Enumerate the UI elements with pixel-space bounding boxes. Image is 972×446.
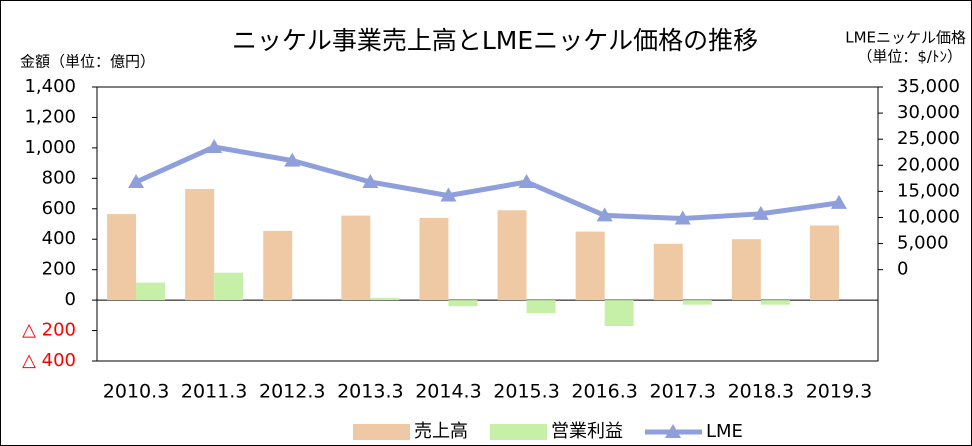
bar [136, 282, 166, 301]
bar [214, 272, 244, 301]
bar [682, 300, 712, 305]
bar [448, 300, 478, 307]
y2-tick-label: 35,000 [897, 76, 960, 97]
y2-axis-title: LMEニッケル価格 [845, 29, 966, 47]
y-tick-label: 1,000 [24, 137, 76, 158]
y2-tick-label: 20,000 [897, 154, 960, 175]
chart-title: ニッケル事業売上高とLMEニッケル価格の推移 [232, 26, 758, 55]
x-tick-label: 2012.3 [259, 381, 325, 403]
x-tick-label: 2011.3 [181, 381, 247, 403]
plot-area [96, 86, 879, 362]
bar [497, 210, 527, 301]
y2-axis-title: （単位：$/ﾄﾝ） [857, 48, 962, 66]
y-tick-label: 400 [42, 228, 76, 249]
line-marker [128, 173, 145, 188]
legend-swatch [490, 424, 547, 440]
y-tick-label: △ 200 [22, 320, 76, 341]
line-marker [206, 139, 223, 154]
bar [809, 225, 839, 301]
line-marker [665, 424, 681, 438]
line-marker [362, 173, 379, 188]
line-marker [518, 173, 535, 188]
y2-tick-label: 15,000 [897, 180, 960, 201]
y-tick-label: 800 [42, 167, 76, 188]
line-marker [830, 194, 847, 209]
y2-tick-label: 5,000 [897, 233, 949, 254]
legend-label: 売上高 [414, 421, 468, 442]
y-tick-label: 200 [42, 259, 76, 280]
legend-label: LME [706, 421, 743, 442]
bar [341, 215, 371, 301]
bar [107, 214, 137, 301]
line-marker [284, 152, 301, 167]
legend-swatch [353, 424, 410, 440]
y2-tick-label: 0 [897, 259, 908, 280]
bar [653, 243, 683, 301]
x-tick-label: 2017.3 [650, 381, 716, 403]
y-tick-label: 0 [65, 289, 76, 310]
y2-tick-label: 25,000 [897, 128, 960, 149]
bar [526, 300, 556, 314]
bar [263, 230, 293, 301]
bar [604, 300, 634, 326]
line [135, 144, 840, 222]
x-tick-label: 2010.3 [103, 381, 169, 403]
legend-label: 営業利益 [551, 421, 623, 442]
y-tick-label: 1,200 [24, 106, 76, 127]
bar [185, 188, 215, 301]
line-marker [674, 210, 691, 225]
y2-tick-label: 30,000 [897, 102, 960, 123]
x-tick-label: 2016.3 [571, 381, 637, 403]
y-tick-label: △ 400 [22, 350, 76, 371]
y-tick-label: 1,400 [24, 76, 76, 97]
y2-tick-label: 10,000 [897, 206, 960, 227]
line-marker [440, 187, 457, 202]
bar [370, 297, 400, 301]
line-marker [596, 207, 613, 222]
x-tick-label: 2015.3 [493, 381, 559, 403]
y-axis-title: 金額（単位：億円） [20, 53, 155, 71]
bar [731, 239, 761, 301]
x-tick-label: 2013.3 [337, 381, 403, 403]
x-tick-label: 2019.3 [806, 381, 872, 403]
x-tick-label: 2018.3 [728, 381, 794, 403]
bar [419, 217, 449, 301]
x-tick-label: 2014.3 [415, 381, 481, 403]
bar [575, 231, 605, 301]
y-tick-label: 600 [42, 198, 76, 219]
bar [760, 300, 790, 305]
line-marker [752, 205, 769, 220]
